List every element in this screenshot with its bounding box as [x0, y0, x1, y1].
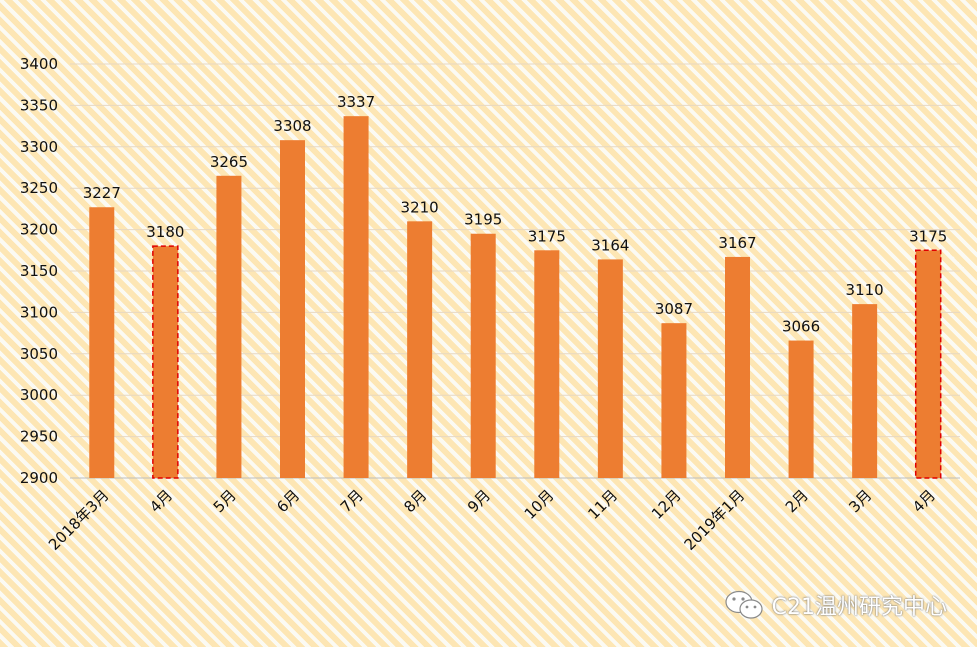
data-label: 3195: [464, 211, 502, 229]
y-tick-label: 2900: [20, 469, 58, 487]
data-label: 3175: [909, 227, 947, 245]
bar: [280, 140, 305, 478]
x-tick-label: 11月: [584, 486, 621, 523]
x-tick-label: 2018年3月: [45, 486, 113, 554]
bar: [597, 259, 623, 478]
y-tick-label: 3300: [20, 138, 58, 156]
bar: [914, 249, 942, 479]
data-label: 3265: [210, 153, 248, 171]
y-tick-label: 3150: [20, 262, 58, 280]
bar: [407, 221, 433, 478]
x-tick-label: 5月: [210, 486, 240, 516]
y-tick-label: 3100: [20, 303, 58, 321]
x-tick-label: 6月: [273, 486, 303, 516]
y-tick-label: 3200: [20, 221, 58, 239]
y-tick-label: 3350: [20, 96, 58, 114]
bar: [725, 256, 750, 478]
y-tick-label: 3250: [20, 179, 58, 197]
data-label: 3066: [782, 318, 820, 336]
bar: [788, 340, 814, 478]
x-tick-label: 8月: [400, 486, 430, 516]
x-tick-label: 9月: [464, 486, 494, 516]
y-tick-label: 3050: [20, 345, 58, 363]
data-label: 3167: [718, 234, 756, 252]
data-label: 3087: [655, 300, 693, 318]
data-label: 3175: [528, 227, 566, 245]
bar: [852, 304, 878, 478]
x-tick-label: 10月: [521, 486, 558, 523]
data-label: 3164: [591, 236, 629, 254]
data-label: 3308: [273, 117, 311, 135]
x-tick-label: 3月: [845, 486, 875, 516]
bar: [216, 175, 242, 478]
y-tick-label: 2950: [20, 428, 58, 446]
wechat-icon: [725, 590, 763, 619]
bar: [661, 323, 687, 478]
x-tick-label: 12月: [648, 486, 685, 523]
watermark-text: C21温州研究中心: [771, 595, 947, 620]
x-tick-label: 4月: [146, 486, 176, 516]
x-tick-label: 2019年1月: [681, 486, 749, 554]
bar: [470, 233, 496, 478]
y-tick-label: 3000: [20, 386, 58, 404]
watermark: C21温州研究中心: [724, 589, 947, 621]
data-label: 3337: [337, 93, 375, 111]
x-tick-label: 2月: [782, 486, 812, 516]
y-tick-label: 3400: [20, 55, 58, 73]
data-label: 3110: [846, 281, 884, 299]
bar: [343, 116, 369, 478]
data-label: 3180: [146, 223, 184, 241]
bar: [152, 245, 179, 479]
x-tick-label: 7月: [337, 486, 367, 516]
data-label: 3227: [83, 184, 121, 202]
x-tick-label: 4月: [909, 486, 939, 516]
bar: [534, 250, 560, 478]
bar: [89, 207, 115, 478]
data-label: 3210: [401, 198, 439, 216]
